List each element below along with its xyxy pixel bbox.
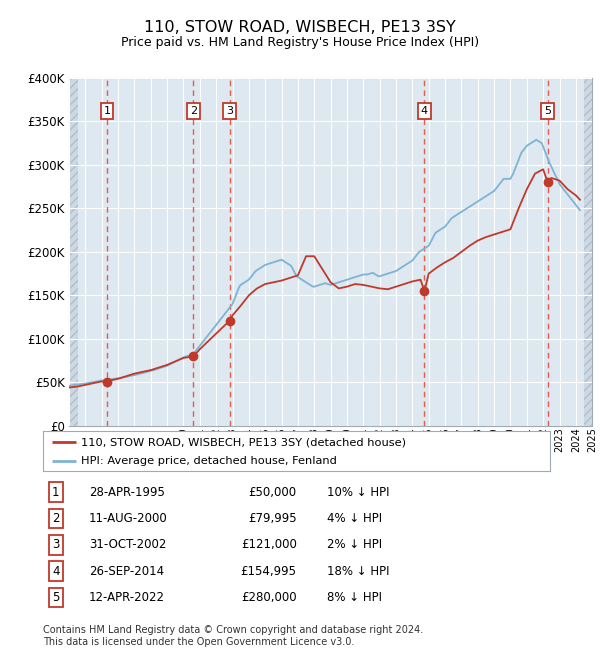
- Text: 10% ↓ HPI: 10% ↓ HPI: [327, 486, 389, 499]
- Text: 110, STOW ROAD, WISBECH, PE13 3SY: 110, STOW ROAD, WISBECH, PE13 3SY: [144, 20, 456, 35]
- Text: 4: 4: [52, 564, 59, 578]
- Text: 110, STOW ROAD, WISBECH, PE13 3SY (detached house): 110, STOW ROAD, WISBECH, PE13 3SY (detac…: [81, 437, 406, 447]
- Text: 2: 2: [52, 512, 59, 525]
- Text: 3: 3: [52, 538, 59, 551]
- Text: 28-APR-1995: 28-APR-1995: [89, 486, 165, 499]
- Text: 4: 4: [421, 106, 428, 116]
- Text: 1: 1: [52, 486, 59, 499]
- Text: 3: 3: [226, 106, 233, 116]
- Text: Contains HM Land Registry data © Crown copyright and database right 2024.
This d: Contains HM Land Registry data © Crown c…: [43, 625, 424, 647]
- Bar: [69, 78, 78, 426]
- Text: 2% ↓ HPI: 2% ↓ HPI: [327, 538, 382, 551]
- Text: 18% ↓ HPI: 18% ↓ HPI: [327, 564, 389, 578]
- Text: 1: 1: [103, 106, 110, 116]
- Text: £121,000: £121,000: [241, 538, 296, 551]
- Text: 12-APR-2022: 12-APR-2022: [89, 591, 165, 604]
- Text: 5: 5: [52, 591, 59, 604]
- Text: 8% ↓ HPI: 8% ↓ HPI: [327, 591, 382, 604]
- Text: 11-AUG-2000: 11-AUG-2000: [89, 512, 167, 525]
- Text: £50,000: £50,000: [248, 486, 296, 499]
- Text: 31-OCT-2002: 31-OCT-2002: [89, 538, 166, 551]
- Text: £280,000: £280,000: [241, 591, 296, 604]
- Text: 4% ↓ HPI: 4% ↓ HPI: [327, 512, 382, 525]
- Text: 5: 5: [544, 106, 551, 116]
- Text: Price paid vs. HM Land Registry's House Price Index (HPI): Price paid vs. HM Land Registry's House …: [121, 36, 479, 49]
- Text: 2: 2: [190, 106, 197, 116]
- Bar: [584, 78, 592, 426]
- Text: £79,995: £79,995: [248, 512, 296, 525]
- Text: £154,995: £154,995: [241, 564, 296, 578]
- Text: HPI: Average price, detached house, Fenland: HPI: Average price, detached house, Fenl…: [81, 456, 337, 466]
- Text: 26-SEP-2014: 26-SEP-2014: [89, 564, 164, 578]
